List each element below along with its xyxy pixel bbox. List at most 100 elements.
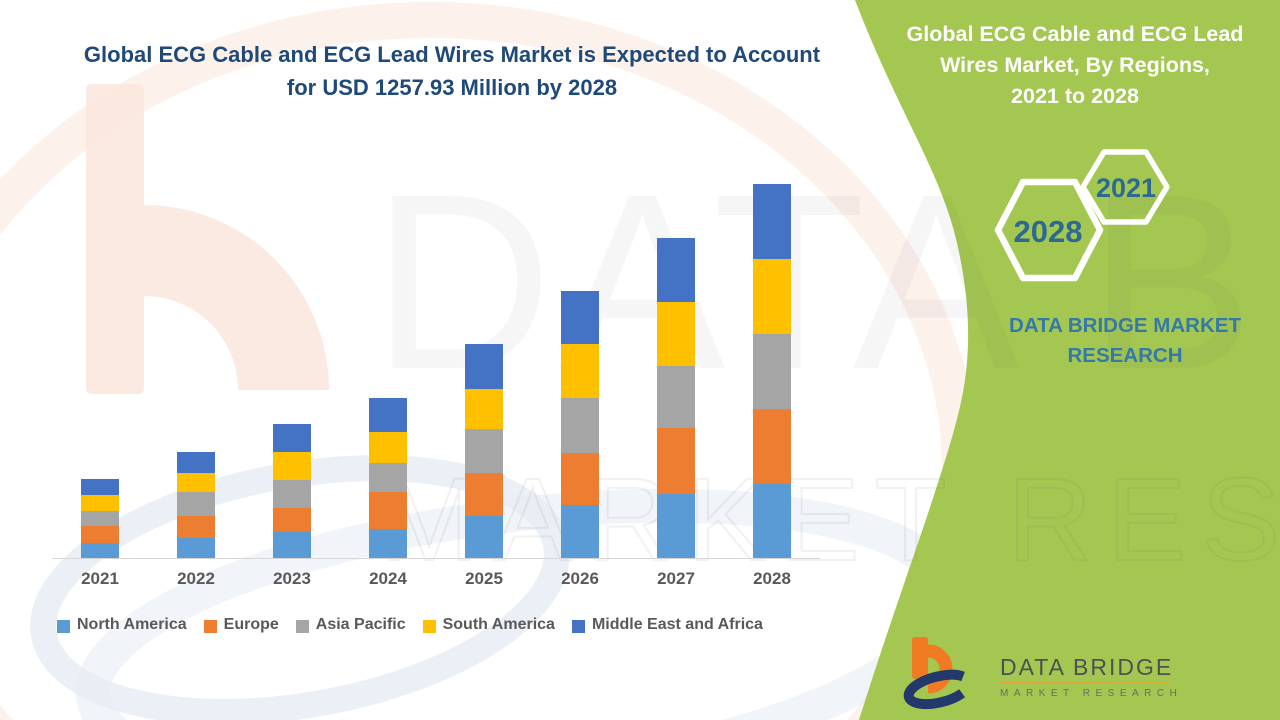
bar-segment-2022-north-america [177,538,215,558]
legend-label: North America [77,616,187,633]
x-axis-labels: 2021 2022 2023 2024 2025 2026 2027 2028 [52,569,820,589]
stacked-bar-2021 [81,479,119,558]
bar-segment-2022-south-america [177,473,215,493]
side-panel-title: Global ECG Cable and ECG Lead Wires Marke… [880,19,1270,112]
bar-cell-2021 [52,178,148,558]
chart-legend: North America Europe Asia Pacific South Ame… [57,616,832,634]
bar-segment-2023-middle-east-and-africa [273,424,311,453]
bar-segment-2023-north-america [273,532,311,558]
stacked-bar-2028 [753,184,791,558]
bar-segment-2026-south-america [561,344,599,399]
bar-segment-2021-asia-pacific [81,511,119,527]
legend-item-asia-pacific: Asia Pacific [295,616,406,634]
hexagon-2021-label: 2021 [1096,173,1156,203]
x-axis-label-2027: 2027 [657,569,695,588]
green-panel-shape [855,0,1280,720]
logo-b-stem [912,637,928,679]
bar-segment-2025-south-america [465,388,503,430]
bar-segment-2021-south-america [81,495,119,512]
bar-segment-2023-asia-pacific [273,480,311,509]
bar-segment-2028-south-america [753,259,791,335]
bar-segment-2027-middle-east-and-africa [657,238,695,303]
legend-label: South America [442,616,555,633]
bar-segment-2025-europe [465,473,503,517]
bar-segment-2022-asia-pacific [177,492,215,517]
bar-segment-2023-south-america [273,452,311,481]
bar-cell-2028 [724,178,820,558]
bar-segment-2024-north-america [369,529,407,558]
x-axis-label-2024: 2024 [369,569,407,588]
data-bridge-logo: DATA BRIDGE MARKET RESEARCH [888,634,1182,716]
bar-segment-2026-europe [561,453,599,506]
bar-segment-2024-asia-pacific [369,463,407,493]
x-axis-label-2023: 2023 [273,569,311,588]
bar-segment-2024-europe [369,492,407,530]
bar-segment-2026-middle-east-and-africa [561,291,599,345]
brand-name-text: DATA BRIDGE MARKET RESEARCH [960,311,1280,371]
peach-b-bowl-watermark [144,205,329,390]
bar-segment-2027-south-america [657,302,695,367]
logo-swoosh [903,669,966,710]
legend-item-europe: Europe [203,616,279,634]
bar-segment-2025-asia-pacific [465,429,503,474]
stacked-bar-2023 [273,424,311,558]
bar-segment-2021-middle-east-and-africa [81,479,119,496]
legend-item-south-america: South America [422,616,555,634]
bar-segment-2027-north-america [657,494,695,558]
x-axis-label-2026: 2026 [561,569,599,588]
hexagon-2028-label: 2028 [1014,214,1083,249]
legend-swatch [57,619,70,633]
bar-segment-2021-north-america [81,543,119,558]
logo-title: DATA BRIDGE [1000,654,1174,680]
legend-label: Europe [223,616,279,633]
bar-cell-2027 [628,178,724,558]
bar-cell-2023 [244,178,340,558]
legend-item-middle-east-and-africa: Middle East and Africa [571,616,763,634]
logo-subtitle: MARKET RESEARCH [1000,688,1183,699]
legend-swatch [571,619,585,633]
bar-cell-2026 [532,178,628,558]
bar-segment-2028-middle-east-and-africa [753,184,791,260]
legend-label: Asia Pacific [315,616,406,633]
stacked-bar-2025 [465,344,503,558]
brand-name-line1: DATA BRIDGE MARKET [1009,314,1241,337]
stacked-bar-2027 [657,238,695,558]
x-axis-label-2028: 2028 [753,569,791,588]
bar-cell-2025 [436,178,532,558]
bar-cell-2024 [340,178,436,558]
bar-segment-2028-europe [753,409,791,484]
brand-name-line2: RESEARCH [1067,344,1183,367]
legend-swatch [295,619,309,633]
bar-segment-2027-europe [657,428,695,495]
bar-segment-2024-south-america [369,432,407,464]
bar-segment-2026-north-america [561,505,599,558]
stacked-bar-2024 [369,398,407,558]
bar-segment-2028-north-america [753,484,791,558]
bar-segment-2026-asia-pacific [561,398,599,454]
bar-segment-2024-middle-east-and-africa [369,398,407,433]
logo-b-bowl [927,644,953,694]
bar-segment-2023-europe [273,508,311,533]
stacked-bar-chart [52,178,820,558]
stacked-bar-2026 [561,291,599,558]
legend-item-north-america: North America [57,616,187,634]
side-panel-title-line3: 2021 to 2028 [1011,84,1139,108]
bar-segment-2027-asia-pacific [657,366,695,429]
side-panel-title-line2: Wires Market, By Regions, [940,53,1210,77]
chart-title-line1: Global ECG Cable and ECG Lead Wires Mark… [83,42,821,67]
legend-swatch [422,619,436,633]
bar-segment-2022-europe [177,516,215,539]
logo-text-block: DATA BRIDGE MARKET RESEARCH [1000,655,1182,699]
x-axis-label-2025: 2025 [465,569,503,588]
logo-underline [1000,682,1172,684]
x-axis-label-2022: 2022 [177,569,215,588]
side-panel-title-line1: Global ECG Cable and ECG Lead [906,22,1244,46]
x-axis-label-2021: 2021 [81,569,119,588]
chart-title: Global ECG Cable and ECG Lead Wires Mark… [58,38,846,104]
legend-swatch [203,619,217,633]
bar-cell-2022 [148,178,244,558]
bar-segment-2025-north-america [465,516,503,558]
